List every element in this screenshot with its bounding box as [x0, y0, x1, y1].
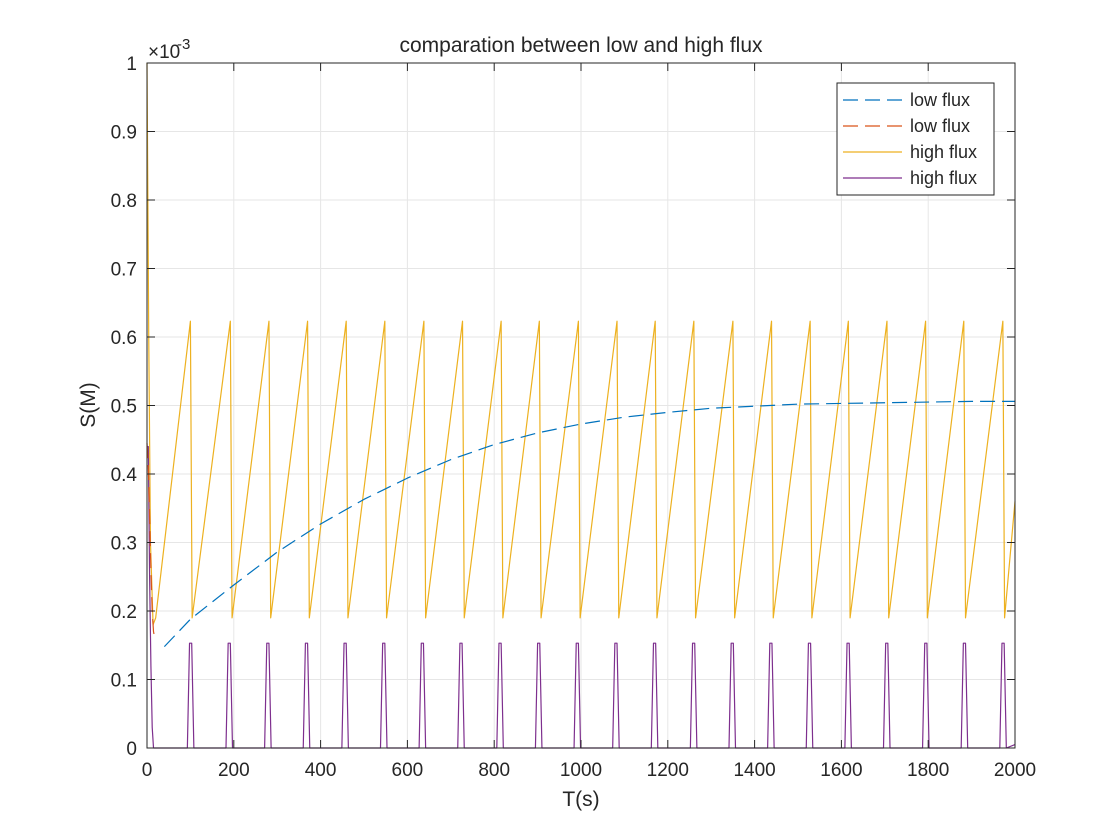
chart-title: comparation between low and high flux: [399, 34, 763, 57]
y-tick-label: 0.4: [111, 465, 138, 486]
x-tick-label: 400: [305, 760, 337, 781]
y-tick-label: 0.1: [111, 671, 137, 692]
x-axis-label: T(s): [562, 788, 599, 811]
y-tick-label: 0.6: [111, 328, 137, 349]
legend-label: high flux: [910, 142, 977, 162]
x-tick-label: 1800: [907, 760, 949, 781]
y-exponent-power: -3: [177, 36, 190, 53]
x-tick-label: 1400: [733, 760, 775, 781]
y-tick-label: 0.5: [111, 397, 137, 418]
series-line-3: [146, 62, 1016, 626]
y-tick-label: 0: [126, 739, 137, 760]
y-tick-label: 0.2: [111, 602, 137, 623]
x-tick-label: 1200: [647, 760, 689, 781]
y-tick-label: 0.9: [111, 123, 137, 144]
x-tick-label: 0: [142, 760, 153, 781]
y-exponent-label: ×10 -3: [148, 36, 190, 63]
x-tick-label: 600: [392, 760, 424, 781]
x-tick-label: 1600: [820, 760, 862, 781]
x-tick-label: 1000: [560, 760, 602, 781]
x-tick-label: 200: [218, 760, 250, 781]
y-tick-label: 0.8: [111, 191, 137, 212]
y-axis-label: S(M): [77, 382, 100, 428]
y-exponent-base: ×10: [148, 42, 180, 63]
y-tick-label: 1: [126, 54, 137, 75]
legend: low flux low flux high flux high flux: [836, 82, 995, 196]
axis-ticks: 0 200 400 600 800 1000 1200 1400 1600 1800 2000 0 0.…: [111, 54, 1037, 781]
series-line-4: [147, 446, 1016, 749]
series-line-2: [146, 443, 156, 639]
y-tick-label: 0.7: [111, 260, 137, 281]
x-tick-label: 2000: [994, 760, 1036, 781]
legend-label: high flux: [910, 168, 977, 188]
legend-label: low flux: [910, 90, 970, 110]
x-tick-label: 800: [478, 760, 510, 781]
legend-box: [836, 82, 995, 196]
plot-series: [146, 62, 1016, 749]
y-tick-label: 0.3: [111, 534, 137, 555]
legend-label: low flux: [910, 116, 970, 136]
series-line-1: [163, 400, 1015, 648]
